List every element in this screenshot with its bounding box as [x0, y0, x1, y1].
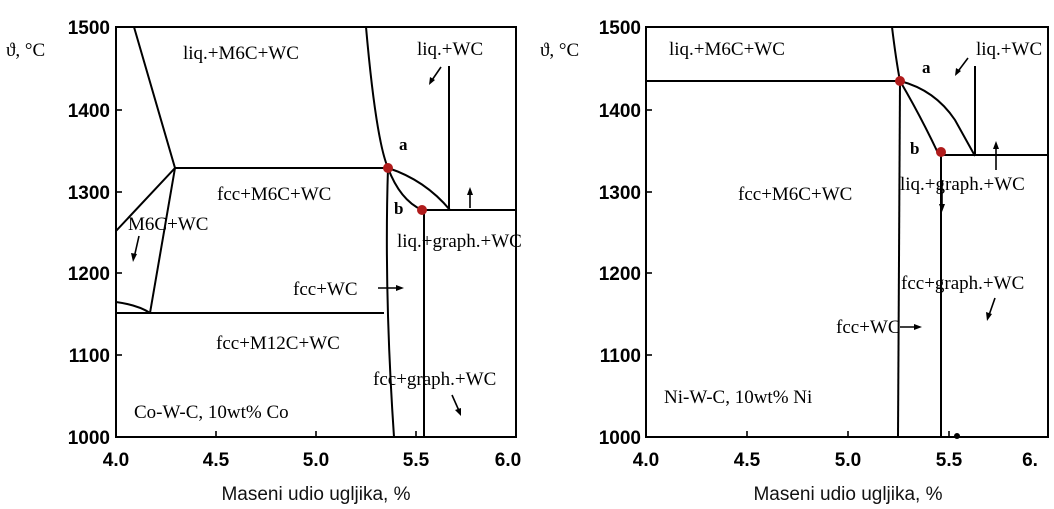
region-fcc-m12c-wc: fcc+M12C+WC	[216, 333, 340, 354]
point-b-marker	[417, 205, 427, 215]
x-tick-4.0: 4.0	[633, 450, 659, 471]
x-tick-5.0: 5.0	[303, 450, 329, 471]
x-tick-6: 6.	[1022, 450, 1038, 471]
x-tick-4.5: 4.5	[203, 450, 230, 471]
point-b-marker	[936, 147, 946, 157]
region-liq-graph-wc: liq.+graph.+WC	[397, 231, 522, 252]
point-a-marker	[383, 163, 393, 173]
region-fcc-wc: fcc+WC	[836, 317, 901, 338]
point-a-label: a	[399, 135, 408, 154]
y-tick-1200: 1200	[68, 264, 110, 285]
y-tick-1100: 1100	[69, 346, 110, 367]
x-tick-5.5: 5.5	[403, 450, 430, 471]
point-b-label: b	[910, 139, 919, 158]
region-fcc-m6c-wc: fcc+M6C+WC	[217, 184, 331, 205]
y-tick-1000: 1000	[68, 428, 110, 449]
y-axis-label: ϑ, °C	[6, 40, 45, 61]
y-tick-1300: 1300	[68, 183, 110, 204]
y-tick-1000: 1000	[599, 428, 641, 449]
region-fcc-graph-wc: fcc+graph.+WC	[901, 273, 1024, 294]
region-fcc-graph-wc: fcc+graph.+WC	[373, 369, 496, 390]
y-tick-1100: 1100	[600, 346, 641, 367]
y-axis-label: ϑ, °C	[540, 40, 579, 61]
region-fcc-m6c-wc: fcc+M6C+WC	[738, 184, 852, 205]
x-tick-5.0: 5.0	[835, 450, 861, 471]
system-label: Co-W-C, 10wt% Co	[134, 402, 289, 423]
diagram-ni-w-c: 1500 1400 1300 1200 1100 1000 4.0 4.5 5.…	[540, 18, 1049, 505]
x-tick-4.5: 4.5	[734, 450, 761, 471]
region-liq-graph-wc: liq.+graph.+WC	[900, 174, 1025, 195]
y-tick-1200: 1200	[599, 264, 641, 285]
region-fcc-wc: fcc+WC	[293, 279, 358, 300]
region-liq-m6c-wc: liq.+M6C+WC	[669, 39, 785, 60]
region-m6c-wc: M6C+WC	[128, 214, 208, 235]
x-axis-label: Maseni udio ugljika, %	[753, 484, 942, 505]
region-liq-m6c-wc: liq.+M6C+WC	[183, 43, 299, 64]
y-tick-1500: 1500	[68, 18, 110, 39]
y-tick-1400: 1400	[599, 101, 641, 122]
x-tick-4.0: 4.0	[103, 450, 129, 471]
x-tick-6.0: 6.0	[495, 450, 521, 471]
point-b-label: b	[394, 199, 403, 218]
region-liq-wc: liq.+WC	[417, 39, 483, 60]
x-axis-label: Maseni udio ugljika, %	[221, 484, 410, 505]
x-tick-5.5: 5.5	[936, 450, 963, 471]
y-tick-1400: 1400	[68, 101, 110, 122]
y-tick-1500: 1500	[599, 18, 641, 39]
region-liq-wc: liq.+WC	[976, 39, 1042, 60]
plot-frame	[645, 26, 1049, 438]
system-label: Ni-W-C, 10wt% Ni	[664, 387, 812, 408]
y-tick-1300: 1300	[599, 183, 641, 204]
point-a-label: a	[922, 58, 931, 77]
diagram-co-w-c: 1500 1400 1300 1200 1100 1000 4.0 4.5 5.…	[6, 18, 522, 505]
point-a-marker	[895, 76, 905, 86]
